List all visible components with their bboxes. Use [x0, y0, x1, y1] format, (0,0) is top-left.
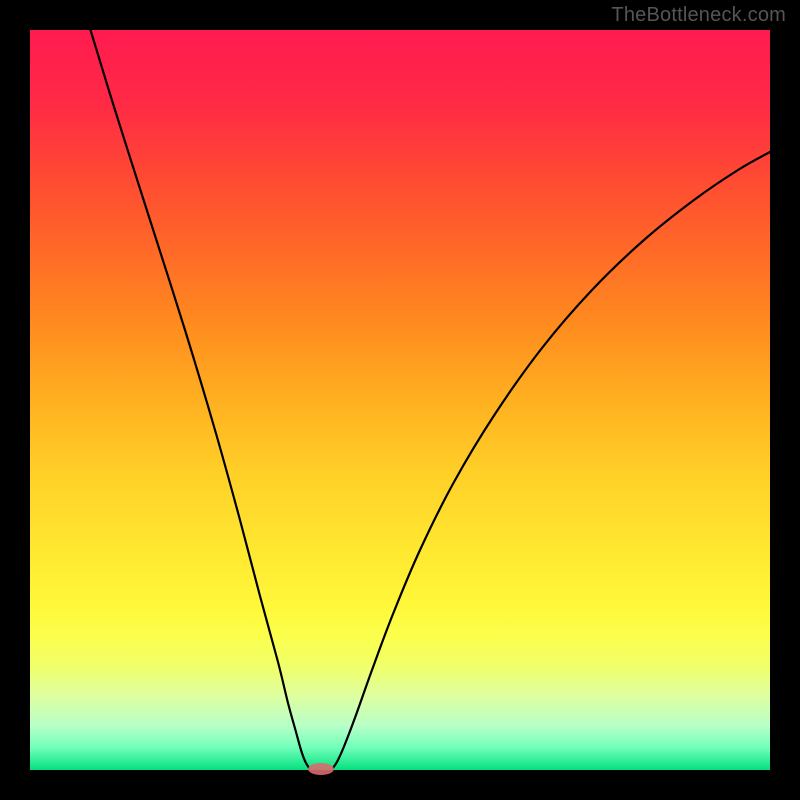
- curve-right-branch: [333, 152, 770, 768]
- curve-left-branch: [85, 12, 309, 768]
- plot-area: [30, 30, 770, 770]
- minimum-marker: [308, 763, 334, 775]
- bottleneck-curve: [30, 30, 770, 770]
- watermark-text: TheBottleneck.com: [611, 4, 786, 27]
